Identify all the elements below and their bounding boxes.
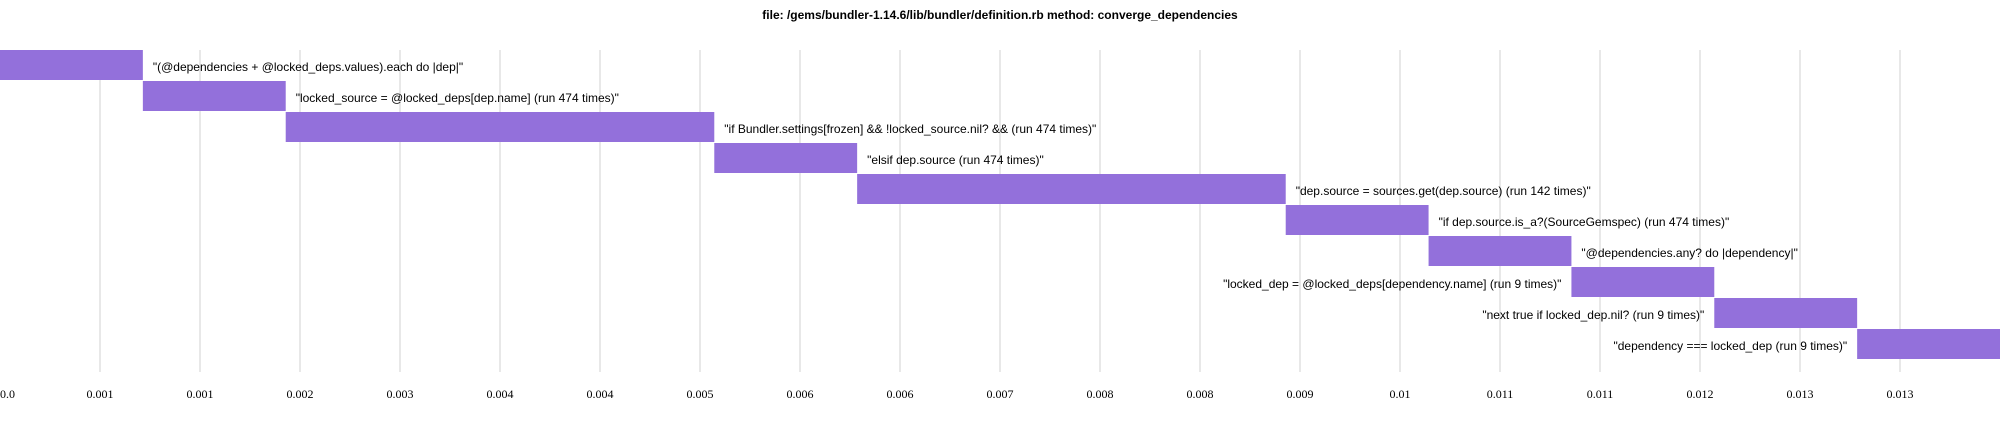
x-tick-label: 0.002 — [287, 387, 314, 401]
x-tick-label: 0.012 — [1687, 387, 1714, 401]
x-tick-label: 0.011 — [1487, 387, 1514, 401]
x-tick-label: 0.013 — [1887, 387, 1914, 401]
x-tick-label: 0.004 — [487, 387, 514, 401]
bar — [142, 81, 286, 111]
bar-label: "next true if locked_dep.nil? (run 9 tim… — [1482, 308, 1704, 322]
x-tick-label: 0.007 — [987, 387, 1014, 401]
bar-label: "elsif dep.source (run 474 times)" — [867, 153, 1044, 167]
x-tick-label: 0.0 — [0, 387, 15, 401]
bar-label: "if Bundler.settings[frozen] && !locked_… — [724, 122, 1096, 136]
x-tick-label: 0.001 — [187, 387, 214, 401]
bar-label: "@dependencies.any? do |dependency|" — [1581, 246, 1797, 260]
x-tick-label: 0.008 — [1187, 387, 1214, 401]
bar — [714, 143, 858, 173]
bar — [0, 50, 143, 80]
x-tick-label: 0.004 — [587, 387, 614, 401]
x-tick-label: 0.006 — [887, 387, 914, 401]
bar-label: "locked_dep = @locked_deps[dependency.na… — [1223, 277, 1561, 291]
bar-label: "(@dependencies + @locked_deps.values).e… — [153, 60, 463, 74]
bar — [1571, 267, 1715, 297]
bar — [1428, 236, 1572, 266]
chart-title: file: /gems/bundler-1.14.6/lib/bundler/d… — [762, 8, 1238, 22]
x-tick-label: 0.009 — [1287, 387, 1314, 401]
bar-label: "locked_source = @locked_deps[dep.name] … — [296, 91, 619, 105]
bar — [1714, 298, 1858, 328]
bar-label: "if dep.source.is_a?(SourceGemspec) (run… — [1439, 215, 1730, 229]
x-tick-label: 0.005 — [687, 387, 714, 401]
x-tick-label: 0.008 — [1087, 387, 1114, 401]
x-tick-label: 0.006 — [787, 387, 814, 401]
x-tick-label: 0.001 — [87, 387, 114, 401]
bar — [1285, 205, 1429, 235]
x-tick-label: 0.003 — [387, 387, 414, 401]
x-tick-label: 0.013 — [1787, 387, 1814, 401]
bar — [857, 174, 1286, 204]
x-tick-label: 0.01 — [1390, 387, 1411, 401]
x-tick-label: 0.011 — [1587, 387, 1614, 401]
bar-label: "dependency === locked_dep (run 9 times)… — [1613, 339, 1847, 353]
bar — [1857, 329, 2000, 359]
bar — [285, 112, 715, 142]
bar-label: "dep.source = sources.get(dep.source) (r… — [1296, 184, 1591, 198]
